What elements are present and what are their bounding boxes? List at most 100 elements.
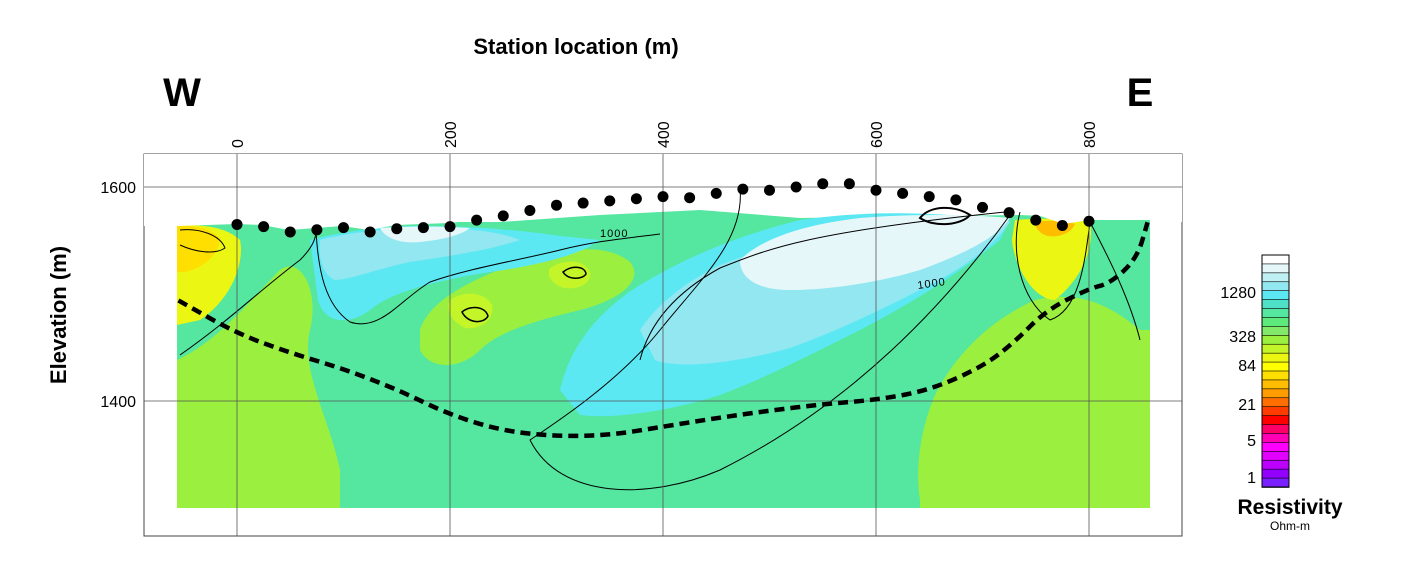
legend-color-swatch [1261, 388, 1290, 399]
electrode-marker [258, 221, 270, 233]
west-orange-core [177, 225, 220, 272]
west-label: W [163, 71, 201, 115]
legend-color-swatch [1261, 281, 1290, 292]
legend-color-swatch [1261, 379, 1290, 390]
electrode-marker [1056, 220, 1068, 232]
legend-color-swatch [1261, 272, 1290, 283]
electrode-marker [630, 193, 642, 205]
electrode-marker [1030, 214, 1042, 226]
y-tick-labels: 1400 1600 [100, 180, 136, 411]
x-tick-label: 800 [1082, 121, 1099, 148]
legend-color-swatch [1261, 290, 1290, 301]
resistivity-model [144, 154, 1182, 508]
legend-tick-label: 328 [1229, 329, 1256, 346]
contour-line [918, 206, 972, 226]
electrode-marker [817, 178, 829, 190]
legend-color-swatch [1261, 424, 1290, 435]
electrode-marker [311, 224, 323, 236]
contour-line [562, 266, 587, 279]
contour-lines [179, 187, 1141, 491]
legend-color-swatch [1261, 299, 1290, 310]
interpreted-boundary-line [177, 221, 1150, 439]
legend-tick-label: 1 [1247, 470, 1256, 487]
electrode-marker [364, 226, 376, 238]
electrode-marker [471, 214, 483, 226]
electrode-marker [870, 184, 882, 196]
x-tick-label: 400 [656, 121, 673, 148]
electrode-marker [524, 205, 536, 217]
legend-tick-label: 5 [1247, 433, 1256, 450]
legend-color-swatch [1261, 308, 1290, 319]
legend-color-swatch [1261, 254, 1290, 265]
electrode-marker [231, 218, 243, 230]
legend-unit: Ohm-m [1270, 519, 1310, 533]
interpreted-boundary-path [177, 221, 1150, 439]
legend-color-swatch [1261, 326, 1290, 337]
legend-color-swatch [1261, 433, 1290, 444]
legend-color-swatch [1261, 397, 1290, 408]
electrode-marker [923, 191, 935, 203]
electrode-marker [790, 181, 802, 193]
legend-color-swatch [1261, 442, 1290, 453]
legend-color-swatch [1261, 406, 1290, 417]
legend-color-swatch [1261, 343, 1290, 354]
x-tick-label: 200 [443, 121, 460, 148]
electrode-marker [444, 221, 456, 233]
chart-title: Station location (m) [473, 34, 678, 59]
legend-color-swatch [1261, 370, 1290, 381]
y-tick-label: 1600 [100, 180, 136, 197]
contour-line [1015, 211, 1091, 321]
electrode-marker [737, 183, 749, 195]
contour-label-west: 1000 [600, 228, 628, 240]
east-yellow-anomaly [1012, 218, 1091, 300]
contour-line [1089, 221, 1141, 341]
legend-color-swatch [1261, 468, 1290, 479]
x-tick-label: 0 [230, 139, 247, 148]
electrode-marker [684, 192, 696, 204]
electrode-marker [417, 222, 429, 234]
electrode-marker [497, 210, 509, 222]
legend-tick-label: 21 [1238, 397, 1256, 414]
electrode-marker [604, 195, 616, 207]
electrode-marker [338, 222, 349, 234]
y-tick-label: 1400 [100, 394, 136, 411]
electrode-marker [897, 187, 909, 199]
electrode-marker [1083, 215, 1095, 227]
legend-tick-label: 84 [1238, 358, 1256, 375]
electrode-marker [977, 201, 988, 213]
contour-line [179, 229, 226, 253]
legend-title: Resistivity [1237, 496, 1342, 519]
legend-color-swatch [1261, 451, 1290, 462]
mid-green-blob [448, 293, 493, 329]
grid-lines [144, 154, 1182, 536]
east-label: E [1127, 71, 1154, 115]
y-axis-label: Elevation (m) [46, 246, 71, 384]
west-lower-yellowgreen [177, 266, 340, 508]
legend-color-swatch [1261, 352, 1290, 363]
electrode-marker [710, 187, 722, 199]
legend-color-swatch [1261, 477, 1290, 488]
east-lower-yellowgreen [918, 296, 1150, 508]
legend-color-swatch [1261, 361, 1290, 372]
legend-color-swatch [1261, 415, 1290, 426]
electrode-marker [1003, 207, 1015, 219]
x-tick-label: 600 [869, 121, 886, 148]
contour-line [639, 211, 1006, 361]
contour-line [315, 229, 661, 325]
legend-bar-frame [1261, 254, 1290, 488]
west-lightcyan-body [319, 228, 520, 280]
legend-tick-label: 1280 [1220, 285, 1256, 302]
electrode-markers [231, 178, 1095, 238]
central-white-body [740, 214, 1010, 290]
contour-line [461, 306, 489, 323]
electrode-marker [950, 194, 962, 206]
electrode-marker [391, 223, 403, 235]
electrode-marker [284, 226, 296, 238]
legend-color-swatch [1261, 263, 1290, 274]
legend-color-swatch [1261, 317, 1290, 328]
electrode-marker [551, 199, 562, 211]
resistivity-legend: Resistivity Ohm-m 1280 328 84 21 5 1 [1220, 254, 1343, 533]
electrode-marker [577, 197, 589, 209]
x-tick-labels: 0 200 400 600 800 [230, 121, 1099, 148]
